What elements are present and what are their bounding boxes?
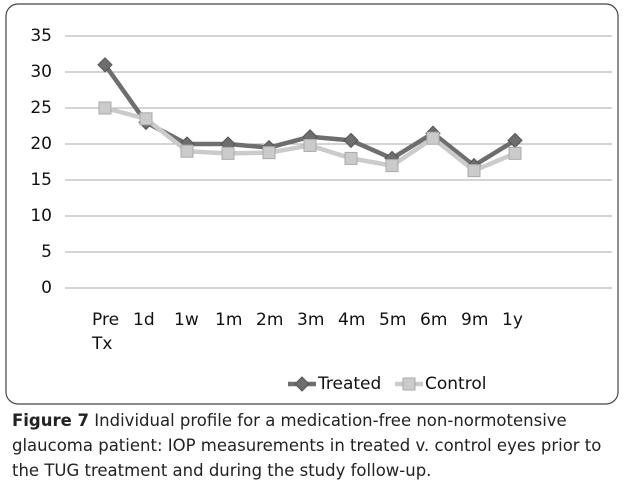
y-tick-label: 5 xyxy=(41,242,52,262)
x-tick-label: 1w xyxy=(174,310,199,330)
marker xyxy=(98,101,112,115)
chart-frame xyxy=(5,3,619,405)
x-tick-label: 1y xyxy=(502,310,523,330)
x-tick-label: 3m xyxy=(297,310,325,330)
caption-text: Individual profile for a medication-free… xyxy=(12,411,602,480)
marker xyxy=(180,144,194,158)
legend-label: Treated xyxy=(317,374,381,394)
x-tick-label: 1d xyxy=(133,310,155,330)
y-tick-label: 35 xyxy=(30,26,52,46)
marker xyxy=(343,132,359,149)
x-tick-label: Pre Tx xyxy=(92,310,120,354)
x-tick-label: 1m xyxy=(215,310,243,330)
y-tick-label: 25 xyxy=(30,98,52,118)
legend-label: Control xyxy=(425,374,486,394)
y-tick-label: 15 xyxy=(30,170,52,190)
marker xyxy=(294,376,310,392)
marker xyxy=(467,164,481,178)
marker xyxy=(221,146,235,160)
marker xyxy=(426,131,440,145)
caption-label: Figure 7 xyxy=(12,411,90,430)
y-tick-label: 30 xyxy=(30,62,52,82)
x-tick-label: 4m xyxy=(338,310,366,330)
marker xyxy=(97,57,113,73)
marker xyxy=(262,146,276,160)
x-tick-label: 9m xyxy=(461,310,489,330)
y-tick-label: 0 xyxy=(41,278,52,298)
marker xyxy=(402,377,416,391)
x-tick-label: 2m xyxy=(256,310,284,330)
y-tick-label: 20 xyxy=(30,134,52,154)
marker xyxy=(385,159,399,173)
marker xyxy=(344,151,358,165)
marker xyxy=(508,146,522,160)
x-tick-label: 6m xyxy=(420,310,448,330)
marker xyxy=(139,112,153,126)
y-tick-label: 10 xyxy=(30,206,52,226)
x-tick-label: 5m xyxy=(379,310,407,330)
marker xyxy=(303,138,317,152)
caption: Figure 7 Individual profile for a medica… xyxy=(12,408,617,483)
